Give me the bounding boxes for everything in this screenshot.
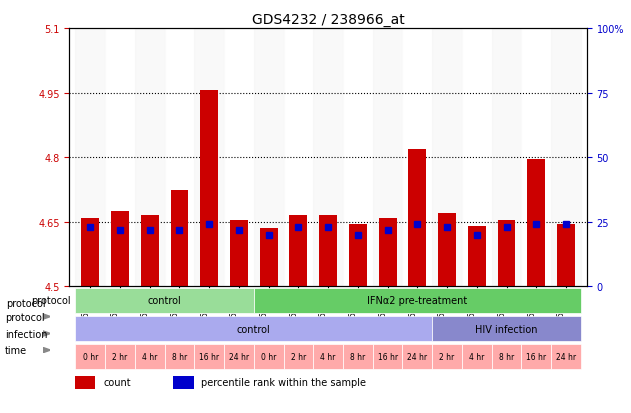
Bar bbox=[290, 216, 307, 287]
Bar bbox=[462, 29, 492, 287]
FancyBboxPatch shape bbox=[135, 344, 165, 369]
Bar bbox=[349, 224, 367, 287]
Text: 0 hr: 0 hr bbox=[261, 352, 276, 361]
Text: 2 hr: 2 hr bbox=[291, 352, 306, 361]
Text: 2 hr: 2 hr bbox=[439, 352, 455, 361]
Text: 8 hr: 8 hr bbox=[172, 352, 187, 361]
Text: protocol: protocol bbox=[6, 299, 46, 309]
Title: GDS4232 / 238966_at: GDS4232 / 238966_at bbox=[252, 12, 404, 26]
FancyBboxPatch shape bbox=[75, 316, 432, 341]
Bar bbox=[74, 376, 95, 389]
Text: HIV infection: HIV infection bbox=[475, 324, 538, 334]
FancyBboxPatch shape bbox=[283, 344, 313, 369]
Bar bbox=[492, 29, 521, 287]
Bar bbox=[75, 29, 105, 287]
FancyBboxPatch shape bbox=[343, 344, 373, 369]
Bar bbox=[551, 29, 581, 287]
Bar bbox=[343, 29, 373, 287]
FancyBboxPatch shape bbox=[165, 344, 194, 369]
Text: IFNα2 pre-treatment: IFNα2 pre-treatment bbox=[367, 296, 468, 306]
Text: control: control bbox=[148, 296, 182, 306]
Bar bbox=[408, 149, 427, 287]
FancyBboxPatch shape bbox=[462, 344, 492, 369]
Text: 24 hr: 24 hr bbox=[556, 352, 576, 361]
Bar bbox=[170, 190, 189, 287]
Text: control: control bbox=[237, 324, 271, 334]
Bar bbox=[200, 91, 218, 287]
FancyBboxPatch shape bbox=[373, 344, 403, 369]
Text: 4 hr: 4 hr bbox=[142, 352, 157, 361]
Text: percentile rank within the sample: percentile rank within the sample bbox=[201, 377, 367, 387]
Bar bbox=[254, 29, 283, 287]
Bar bbox=[468, 227, 486, 287]
Bar bbox=[173, 376, 194, 389]
Bar bbox=[135, 29, 165, 287]
Polygon shape bbox=[43, 348, 50, 353]
Text: 4 hr: 4 hr bbox=[321, 352, 336, 361]
Bar bbox=[319, 216, 337, 287]
Bar bbox=[557, 224, 575, 287]
Bar bbox=[379, 218, 396, 287]
FancyBboxPatch shape bbox=[432, 316, 581, 341]
FancyBboxPatch shape bbox=[75, 288, 254, 313]
Bar bbox=[194, 29, 224, 287]
Text: 24 hr: 24 hr bbox=[407, 352, 427, 361]
Bar bbox=[111, 211, 129, 287]
Bar bbox=[373, 29, 403, 287]
Bar bbox=[141, 216, 158, 287]
Text: 16 hr: 16 hr bbox=[377, 352, 398, 361]
FancyBboxPatch shape bbox=[551, 344, 581, 369]
FancyBboxPatch shape bbox=[432, 344, 462, 369]
Text: protocol: protocol bbox=[5, 312, 45, 322]
Bar bbox=[224, 29, 254, 287]
Bar bbox=[438, 214, 456, 287]
Text: time: time bbox=[5, 345, 27, 355]
Bar bbox=[498, 220, 516, 287]
Bar bbox=[528, 160, 545, 287]
Bar bbox=[105, 29, 135, 287]
Bar bbox=[165, 29, 194, 287]
FancyBboxPatch shape bbox=[105, 344, 135, 369]
FancyBboxPatch shape bbox=[403, 344, 432, 369]
Bar bbox=[521, 29, 551, 287]
Text: 8 hr: 8 hr bbox=[350, 352, 365, 361]
Text: 16 hr: 16 hr bbox=[526, 352, 546, 361]
Text: infection: infection bbox=[5, 329, 47, 339]
FancyBboxPatch shape bbox=[521, 344, 551, 369]
Bar bbox=[313, 29, 343, 287]
FancyBboxPatch shape bbox=[194, 344, 224, 369]
Bar bbox=[230, 220, 248, 287]
Bar bbox=[81, 218, 99, 287]
FancyBboxPatch shape bbox=[224, 344, 254, 369]
Polygon shape bbox=[43, 331, 50, 336]
Text: count: count bbox=[103, 377, 131, 387]
Bar bbox=[403, 29, 432, 287]
FancyBboxPatch shape bbox=[254, 344, 283, 369]
FancyBboxPatch shape bbox=[313, 344, 343, 369]
Text: 4 hr: 4 hr bbox=[469, 352, 485, 361]
Text: 24 hr: 24 hr bbox=[229, 352, 249, 361]
Bar bbox=[260, 229, 278, 287]
Text: 8 hr: 8 hr bbox=[499, 352, 514, 361]
Text: 0 hr: 0 hr bbox=[83, 352, 98, 361]
Bar bbox=[283, 29, 313, 287]
FancyBboxPatch shape bbox=[75, 344, 105, 369]
FancyBboxPatch shape bbox=[492, 344, 521, 369]
Bar bbox=[432, 29, 462, 287]
Text: 2 hr: 2 hr bbox=[112, 352, 127, 361]
Polygon shape bbox=[43, 314, 50, 319]
Text: 16 hr: 16 hr bbox=[199, 352, 219, 361]
FancyBboxPatch shape bbox=[254, 288, 581, 313]
Text: protocol: protocol bbox=[32, 296, 71, 306]
